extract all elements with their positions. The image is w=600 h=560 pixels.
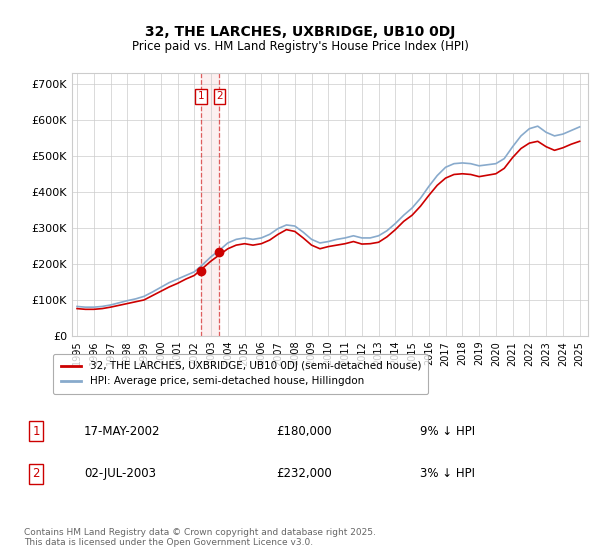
Text: 2: 2 xyxy=(32,467,40,480)
Text: Contains HM Land Registry data © Crown copyright and database right 2025.
This d: Contains HM Land Registry data © Crown c… xyxy=(24,528,376,548)
Text: £180,000: £180,000 xyxy=(276,425,332,438)
Text: Price paid vs. HM Land Registry's House Price Index (HPI): Price paid vs. HM Land Registry's House … xyxy=(131,40,469,53)
Text: £232,000: £232,000 xyxy=(276,467,332,480)
Text: 1: 1 xyxy=(197,91,204,101)
Text: 1: 1 xyxy=(32,425,40,438)
Text: 17-MAY-2002: 17-MAY-2002 xyxy=(84,425,161,438)
Text: 2: 2 xyxy=(216,91,223,101)
Legend: 32, THE LARCHES, UXBRIDGE, UB10 0DJ (semi-detached house), HPI: Average price, s: 32, THE LARCHES, UXBRIDGE, UB10 0DJ (sem… xyxy=(53,354,428,394)
Text: 32, THE LARCHES, UXBRIDGE, UB10 0DJ: 32, THE LARCHES, UXBRIDGE, UB10 0DJ xyxy=(145,25,455,39)
Text: 3% ↓ HPI: 3% ↓ HPI xyxy=(420,467,475,480)
Bar xyxy=(200,73,220,336)
Text: 02-JUL-2003: 02-JUL-2003 xyxy=(84,467,156,480)
Text: 9% ↓ HPI: 9% ↓ HPI xyxy=(420,425,475,438)
